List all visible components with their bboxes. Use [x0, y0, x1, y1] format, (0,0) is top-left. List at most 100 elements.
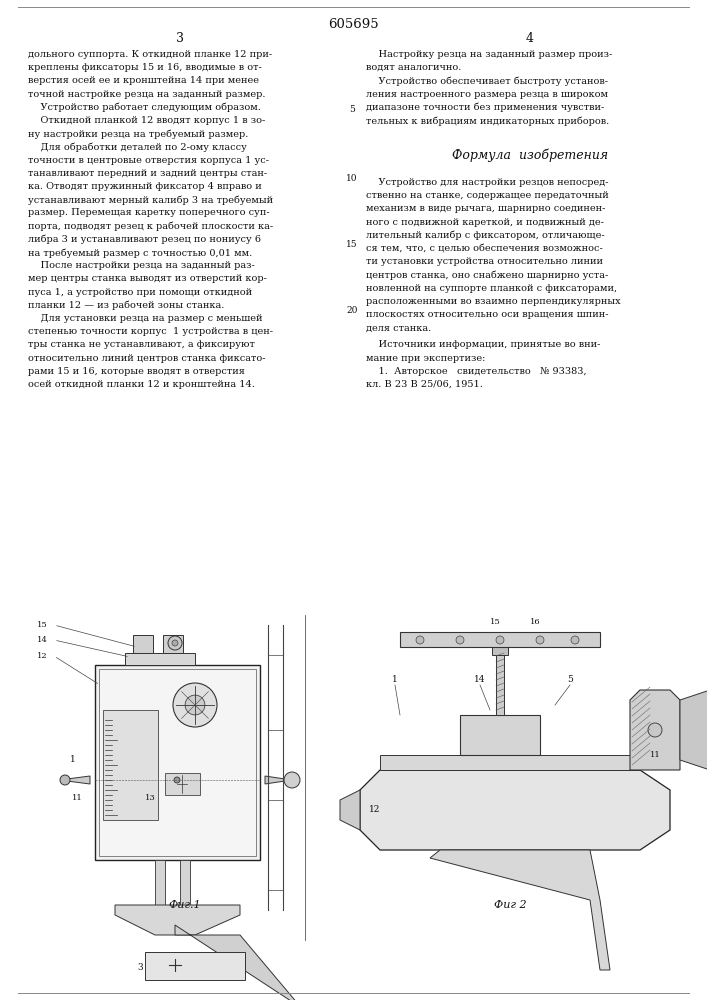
Polygon shape — [115, 905, 240, 935]
Text: Устройство обеспечивает быстроту установ-: Устройство обеспечивает быстроту установ… — [366, 76, 608, 86]
Bar — [145, 952, 245, 980]
Text: механизм в виде рычага, шарнирно соединен-: механизм в виде рычага, шарнирно соедине… — [366, 204, 605, 213]
Text: порта, подводят резец к рабочей плоскости ка-: порта, подводят резец к рабочей плоскост… — [28, 222, 273, 231]
Text: Устройство для настройки резцов непосред-: Устройство для настройки резцов непосред… — [366, 178, 609, 187]
Circle shape — [172, 640, 178, 646]
Text: дольного суппорта. К откидной планке 12 при-: дольного суппорта. К откидной планке 12 … — [28, 50, 272, 59]
Bar — [99, 669, 256, 856]
Text: креплены фиксаторы 15 и 16, вводимые в от-: креплены фиксаторы 15 и 16, вводимые в о… — [28, 63, 262, 72]
Text: 20: 20 — [346, 306, 358, 315]
Text: лительный калибр с фиксатором, отличающе-: лительный калибр с фиксатором, отличающе… — [366, 231, 604, 240]
Text: 1: 1 — [392, 676, 398, 684]
Text: 1: 1 — [70, 756, 76, 764]
Polygon shape — [680, 690, 707, 770]
Text: Формула  изобретения: Формула изобретения — [452, 149, 608, 162]
Circle shape — [173, 683, 217, 727]
Polygon shape — [430, 850, 610, 970]
Bar — [133, 635, 153, 653]
Text: тры станка не устанавливают, а фиксируют: тры станка не устанавливают, а фиксируют — [28, 340, 255, 349]
Text: ления настроенного размера резца в широком: ления настроенного размера резца в широк… — [366, 90, 608, 99]
Text: пуса 1, а устройство при помощи откидной: пуса 1, а устройство при помощи откидной — [28, 288, 252, 297]
Text: Источники информации, принятые во вни-: Источники информации, принятые во вни- — [366, 340, 600, 349]
Bar — [460, 715, 540, 755]
Text: 14: 14 — [37, 636, 47, 644]
Text: рами 15 и 16, которые вводят в отверстия: рами 15 и 16, которые вводят в отверстия — [28, 367, 245, 376]
Bar — [155, 860, 165, 905]
Circle shape — [174, 777, 180, 783]
Text: 1.  Авторское   свидетельство   № 93383,: 1. Авторское свидетельство № 93383, — [366, 367, 587, 376]
Polygon shape — [630, 690, 680, 770]
Text: Фиг.1: Фиг.1 — [169, 900, 201, 910]
Text: Откидной планкой 12 вводят корпус 1 в зо-: Откидной планкой 12 вводят корпус 1 в зо… — [28, 116, 265, 125]
Text: кл. В 23 В 25/06, 1951.: кл. В 23 В 25/06, 1951. — [366, 380, 483, 389]
Text: Для обработки деталей по 2-ому классу: Для обработки деталей по 2-ому классу — [28, 142, 247, 152]
Text: 11: 11 — [650, 751, 660, 759]
Text: После настройки резца на заданный раз-: После настройки резца на заданный раз- — [28, 261, 255, 270]
Text: 3: 3 — [176, 31, 184, 44]
Text: Настройку резца на заданный размер произ-: Настройку резца на заданный размер произ… — [366, 50, 612, 59]
Circle shape — [185, 695, 205, 715]
Circle shape — [496, 636, 504, 644]
Text: расположенными во взаимно перпендикулярных: расположенными во взаимно перпендикулярн… — [366, 297, 621, 306]
Text: Устройство работает следующим образом.: Устройство работает следующим образом. — [28, 103, 261, 112]
Circle shape — [648, 723, 662, 737]
Text: мание при экспертизе:: мание при экспертизе: — [366, 354, 486, 363]
Text: центров станка, оно снабжено шарнирно уста-: центров станка, оно снабжено шарнирно ус… — [366, 270, 608, 280]
Polygon shape — [67, 776, 90, 784]
Bar — [163, 635, 183, 653]
Circle shape — [416, 636, 424, 644]
Text: ного с подвижной кареткой, и подвижный де-: ного с подвижной кареткой, и подвижный д… — [366, 218, 604, 227]
Bar — [125, 653, 195, 665]
Polygon shape — [265, 776, 285, 784]
Text: 12: 12 — [369, 806, 380, 814]
Text: Фиг 2: Фиг 2 — [493, 900, 526, 910]
Text: относительно линий центров станка фиксато-: относительно линий центров станка фиксат… — [28, 354, 266, 363]
Circle shape — [536, 636, 544, 644]
Bar — [180, 860, 190, 905]
Text: Для установки резца на размер с меньшей: Для установки резца на размер с меньшей — [28, 314, 262, 323]
Text: 15: 15 — [37, 621, 47, 629]
Text: танавливают передний и задний центры стан-: танавливают передний и задний центры ста… — [28, 169, 267, 178]
Text: либра 3 и устанавливают резец по нониусу 6: либра 3 и устанавливают резец по нониусу… — [28, 235, 261, 244]
Text: 605695: 605695 — [327, 17, 378, 30]
Text: ся тем, что, с целью обеспечения возможнос-: ся тем, что, с целью обеспечения возможн… — [366, 244, 603, 253]
Text: тельных к вибрациям индикаторных приборов.: тельных к вибрациям индикаторных приборо… — [366, 116, 609, 125]
Text: ственно на станке, содержащее передаточный: ственно на станке, содержащее передаточн… — [366, 191, 609, 200]
Bar — [103, 710, 158, 820]
Polygon shape — [340, 790, 360, 830]
Text: плоскостях относительно оси вращения шпин-: плоскостях относительно оси вращения шпи… — [366, 310, 609, 319]
Circle shape — [168, 636, 182, 650]
Polygon shape — [380, 755, 640, 770]
Text: 16: 16 — [530, 618, 540, 626]
Text: 5: 5 — [567, 676, 573, 684]
Text: 11: 11 — [71, 794, 83, 802]
Text: планки 12 — из рабочей зоны станка.: планки 12 — из рабочей зоны станка. — [28, 301, 224, 310]
Text: устанавливают мерный калибр 3 на требуемый: устанавливают мерный калибр 3 на требуем… — [28, 195, 273, 205]
Bar — [165, 773, 200, 795]
Circle shape — [60, 775, 70, 785]
Text: ти установки устройства относительно линии: ти установки устройства относительно лин… — [366, 257, 603, 266]
Text: на требуемый размер с точностью 0,01 мм.: на требуемый размер с точностью 0,01 мм. — [28, 248, 252, 257]
Text: 10: 10 — [346, 174, 358, 183]
Text: осей откидной планки 12 и кронштейна 14.: осей откидной планки 12 и кронштейна 14. — [28, 380, 255, 389]
Text: 13: 13 — [145, 794, 156, 802]
Polygon shape — [175, 925, 320, 1000]
Text: диапазоне точности без применения чувстви-: диапазоне точности без применения чувств… — [366, 103, 604, 112]
Circle shape — [284, 772, 300, 788]
Text: степенью точности корпус  1 устройства в цен-: степенью точности корпус 1 устройства в … — [28, 327, 273, 336]
Circle shape — [456, 636, 464, 644]
Bar — [400, 632, 600, 647]
Text: ка. Отводят пружинный фиксатор 4 вправо и: ка. Отводят пружинный фиксатор 4 вправо … — [28, 182, 262, 191]
Bar — [492, 647, 508, 655]
Text: верстия осей ее и кронштейна 14 при менее: верстия осей ее и кронштейна 14 при мене… — [28, 76, 259, 85]
Text: ну настройки резца на требуемый размер.: ну настройки резца на требуемый размер. — [28, 129, 248, 139]
Text: водят аналогично.: водят аналогично. — [366, 63, 462, 72]
Text: деля станка.: деля станка. — [366, 323, 431, 332]
Text: 5: 5 — [349, 105, 355, 114]
Text: мер центры станка выводят из отверстий кор-: мер центры станка выводят из отверстий к… — [28, 274, 267, 283]
Text: новленной на суппорте планкой с фиксаторами,: новленной на суппорте планкой с фиксатор… — [366, 284, 617, 293]
Text: 3: 3 — [137, 964, 143, 972]
Text: точности в центровые отверстия корпуса 1 ус-: точности в центровые отверстия корпуса 1… — [28, 156, 269, 165]
Text: точной настройке резца на заданный размер.: точной настройке резца на заданный разме… — [28, 90, 266, 99]
Text: размер. Перемещая каретку поперечного суп-: размер. Перемещая каретку поперечного су… — [28, 208, 269, 217]
